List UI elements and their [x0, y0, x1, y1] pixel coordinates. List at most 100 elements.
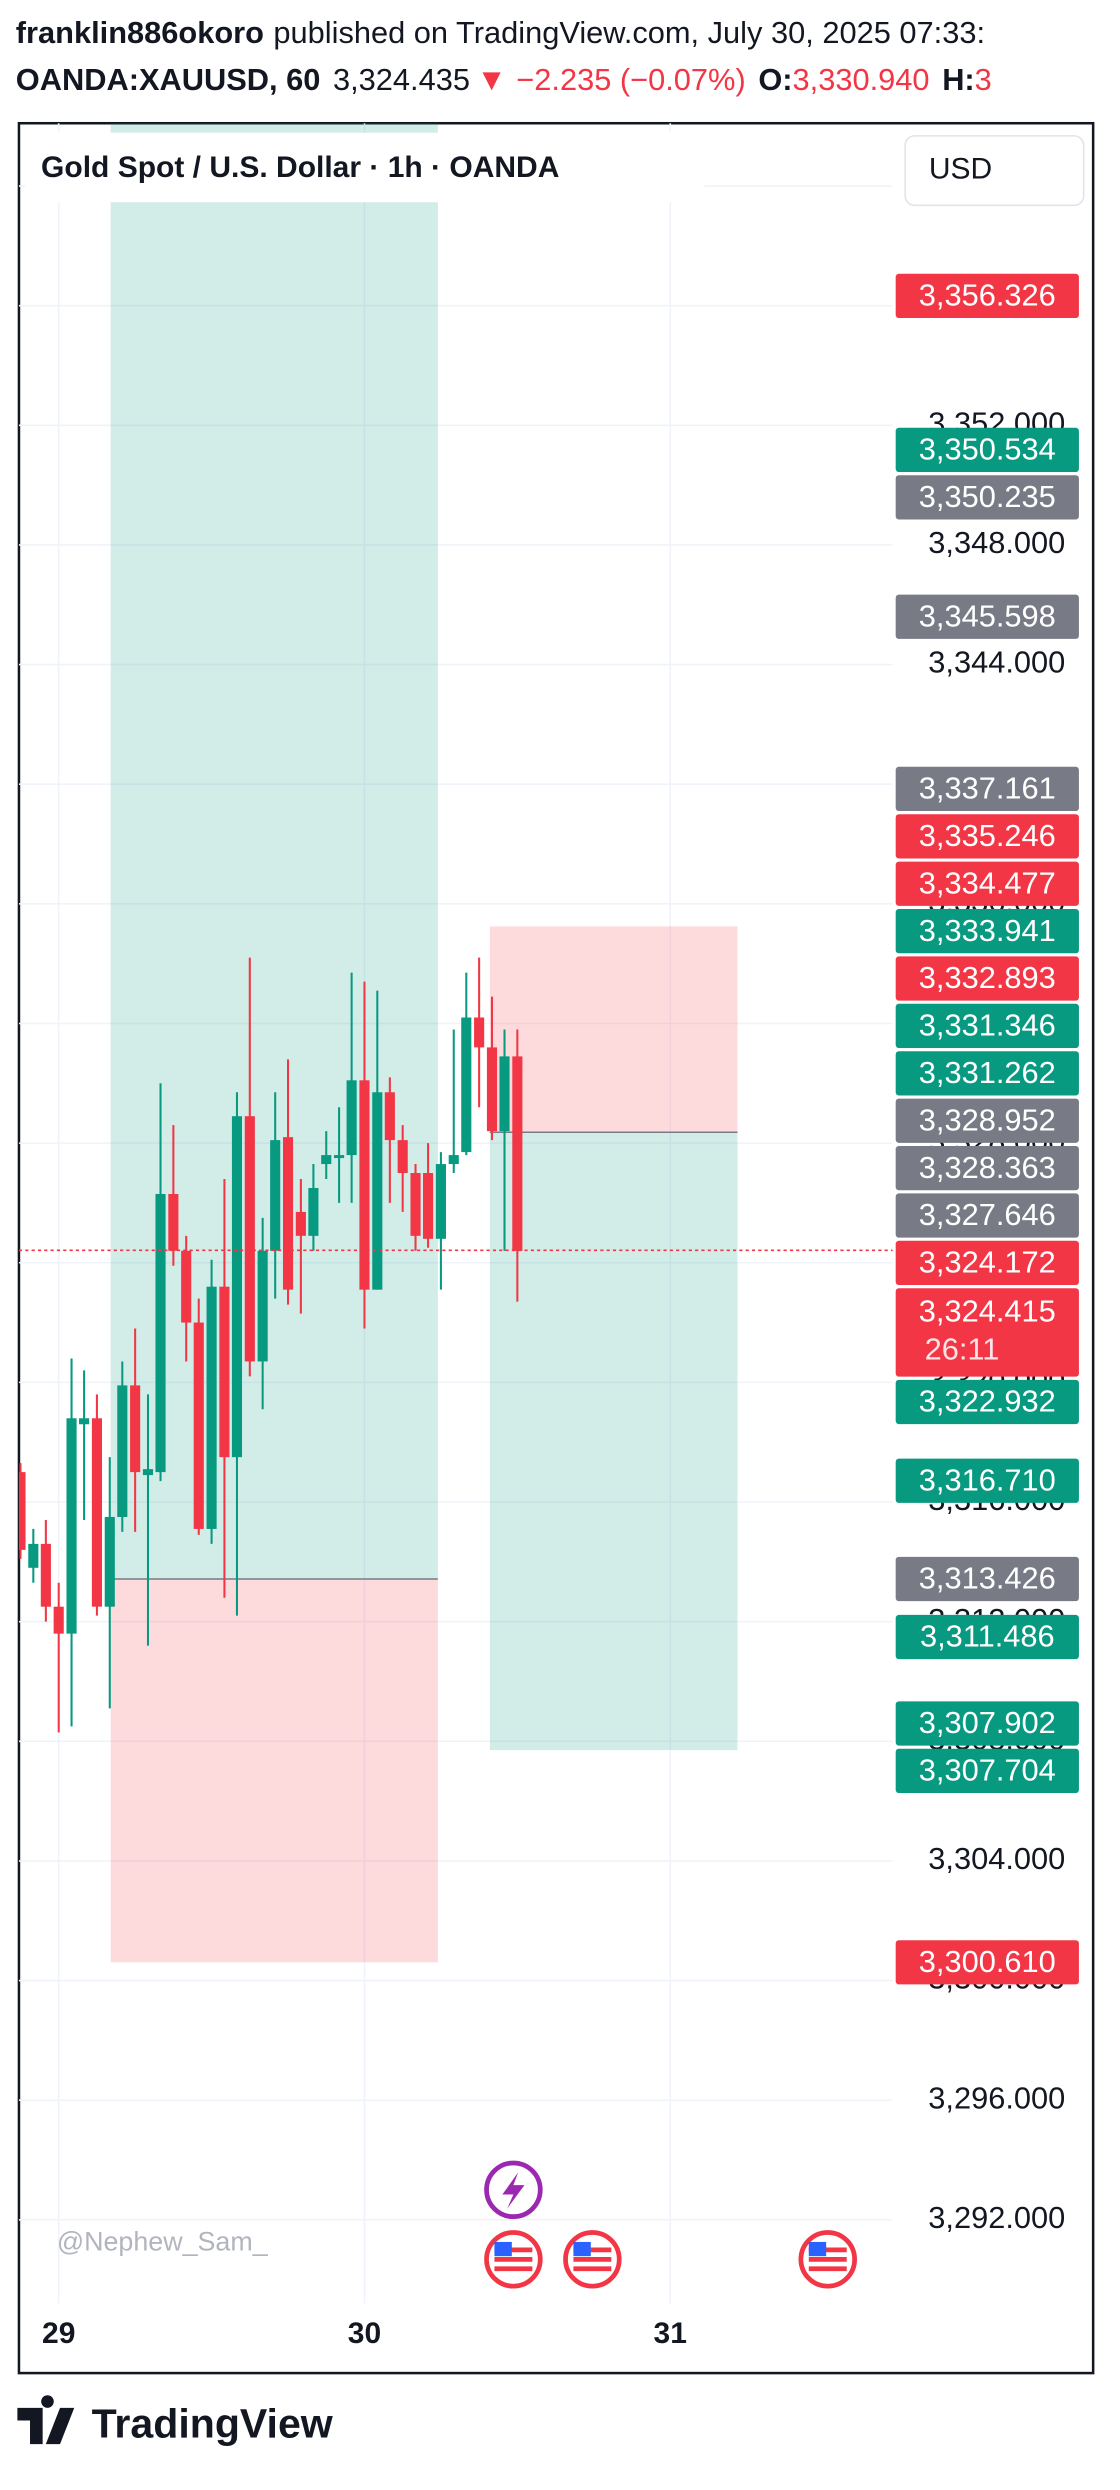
candle-body [117, 1385, 128, 1517]
candle-body [359, 1080, 370, 1290]
candle-body [308, 1187, 319, 1236]
candle-body [461, 1017, 472, 1153]
price-tag-label: 3,316.710 [919, 1463, 1056, 1498]
candle-body [142, 1469, 154, 1476]
candle-body [435, 1164, 446, 1239]
y-tick-label: 3,296.000 [928, 2080, 1065, 2115]
price-tag-label: 3,335.246 [919, 818, 1056, 853]
price-tag-label: 3,331.346 [919, 1008, 1056, 1043]
candle-body [270, 1140, 281, 1251]
candle-body [206, 1286, 217, 1529]
last-price: 3,324.435 [333, 62, 470, 97]
price-tag [895, 861, 1079, 906]
price-tag-label: 3,350.235 [919, 479, 1056, 514]
price-tag-label: 3,356.326 [919, 278, 1056, 313]
price-tag [895, 1288, 1079, 1377]
candle-body [193, 1322, 204, 1529]
price-tag-label: 3,324.415 [919, 1294, 1056, 1329]
candle-body [28, 1543, 39, 1568]
candle-body [219, 1286, 230, 1458]
y-tick-label: 3,348.000 [928, 525, 1065, 560]
profit-zone [489, 1132, 738, 1751]
price-tag-label: 3,327.646 [919, 1197, 1056, 1232]
candle-body [346, 1080, 357, 1156]
time-axis: 29 30 31 [42, 2317, 687, 2350]
candle-body [130, 1385, 141, 1473]
loss-zone [489, 926, 738, 1133]
candle-body [155, 1193, 166, 1473]
price-tag [895, 1240, 1079, 1286]
y-tick-label: 3,304.000 [928, 1841, 1065, 1876]
candle-body [18, 1472, 26, 1550]
candle-body [282, 1137, 294, 1290]
candle-body [384, 1092, 395, 1141]
price-tag-label: 3,311.486 [920, 1619, 1055, 1654]
candles [18, 957, 523, 1733]
x-tick-label: 31 [654, 2317, 687, 2350]
flag-canton [573, 2241, 591, 2257]
price-tag [895, 1614, 1079, 1660]
countdown: 26:11 [925, 1332, 1000, 1367]
header-line-2: OANDA:XAUUSD, 60 3,324.435 ▼ −2.235 (−0.07%… [16, 62, 992, 97]
price-tag-label: 3,324.172 [919, 1245, 1056, 1280]
symbol: OANDA:XAUUSD, 60 [16, 62, 321, 97]
chart-title: Gold Spot / U.S. Dollar · 1h · OANDA [41, 151, 559, 184]
author: franklin886okoro [16, 15, 264, 50]
brand-logo: TradingView [17, 2395, 334, 2447]
price-tag [895, 956, 1079, 1001]
header-line-1: franklin886okoro published on TradingView… [16, 15, 985, 50]
currency-button[interactable] [904, 135, 1085, 207]
candle-body [295, 1211, 306, 1236]
price-tag-label: 3,313.426 [919, 1561, 1056, 1596]
candle-body [474, 1017, 485, 1048]
price-tag-label: 3,337.161 [919, 771, 1056, 806]
x-tick-label: 30 [348, 2317, 381, 2350]
price-tag-label: 3,332.893 [919, 960, 1056, 995]
currency: USD [929, 153, 992, 186]
price-tag [895, 273, 1079, 319]
price-tag [895, 475, 1079, 520]
price-tag-label: 3,345.598 [919, 599, 1056, 634]
y-tick-label: 3,292.000 [928, 2200, 1065, 2235]
price-tag-label: 3,307.902 [919, 1705, 1056, 1740]
price-tag [895, 1701, 1079, 1746]
candle-body [397, 1140, 408, 1174]
open-value: 3,330.940 [793, 62, 930, 97]
price-tag [895, 1748, 1079, 1793]
price-tag [895, 1940, 1079, 1985]
event-icons [484, 2160, 857, 2289]
candle-body [104, 1516, 115, 1607]
price-tag [895, 766, 1079, 812]
candle-body [53, 1606, 64, 1634]
price-tag [895, 1458, 1079, 1503]
change: −2.235 (−0.07%) [516, 62, 745, 97]
logo-mark [17, 2395, 75, 2445]
price-tag-label: 3,328.363 [919, 1150, 1056, 1185]
price-tag-label: 3,333.941 [919, 913, 1056, 948]
candle-body [181, 1250, 192, 1323]
title-backdrop [25, 132, 705, 203]
price-tags: 3,356.326 3,350.534 3,350.235 3,345.598 3,33… [18, 273, 1079, 1985]
high-key: H: [942, 62, 974, 97]
candle-body [66, 1418, 77, 1634]
price-tag [895, 1145, 1079, 1191]
candle-body [372, 1092, 383, 1290]
candle-body [231, 1116, 243, 1458]
candle-body [244, 1116, 255, 1362]
candle-body [40, 1543, 51, 1607]
loss-zone [110, 1579, 438, 1963]
candle-body [334, 1155, 345, 1159]
candle-body [410, 1173, 421, 1236]
open-key: O: [758, 62, 792, 97]
price-tag-label: 3,328.952 [919, 1102, 1056, 1137]
candle-body [512, 1056, 523, 1251]
candle-body [499, 1056, 510, 1132]
price-tag [895, 1193, 1079, 1238]
price-tag [895, 1556, 1079, 1602]
candle-body [91, 1418, 102, 1607]
price-tag [895, 594, 1079, 639]
x-tick-label: 29 [42, 2317, 75, 2350]
candle-body [79, 1418, 90, 1425]
